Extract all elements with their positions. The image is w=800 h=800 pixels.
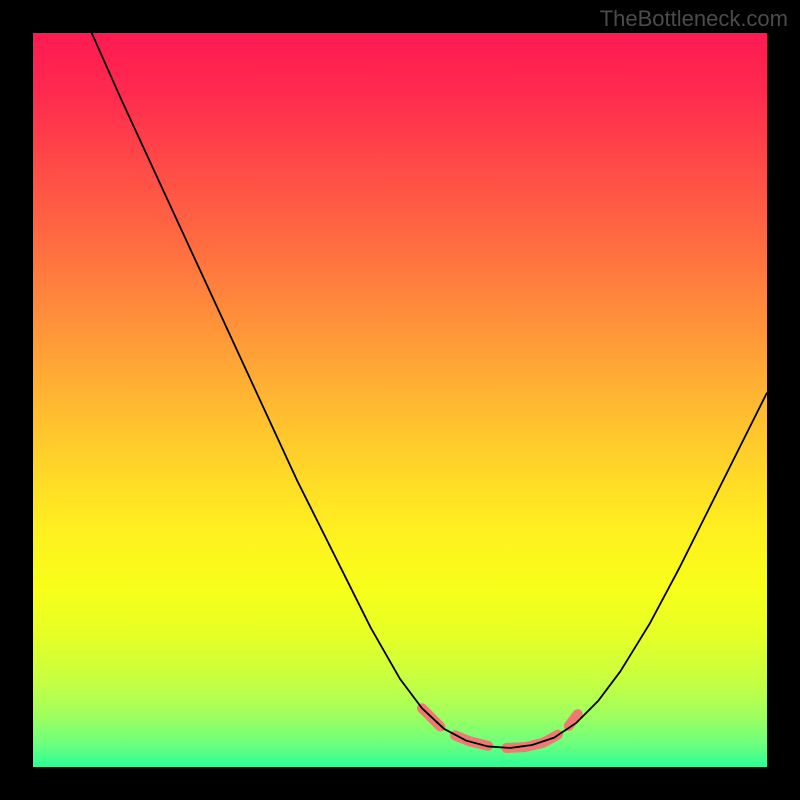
- highlight-band-3: [506, 735, 557, 748]
- chart-frame: TheBottleneck.com: [0, 0, 800, 800]
- plot-area: [33, 33, 767, 767]
- bottleneck-curve: [92, 33, 767, 748]
- attribution-text: TheBottleneck.com: [600, 6, 788, 32]
- curve-layer: [33, 33, 767, 767]
